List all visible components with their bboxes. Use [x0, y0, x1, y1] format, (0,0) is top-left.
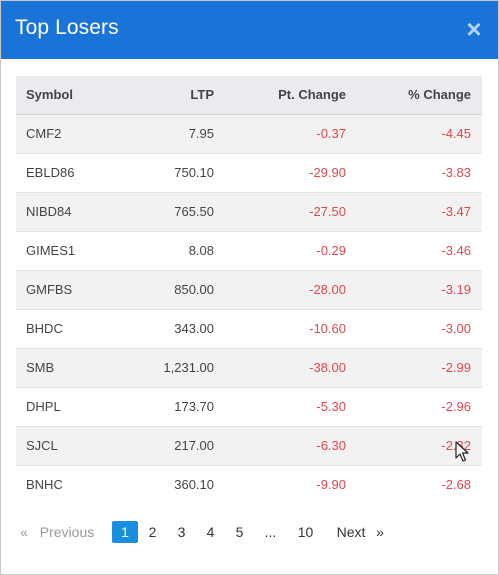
- cell-symbol: GIMES1: [16, 230, 128, 270]
- cell-pt-change: -38.00: [214, 347, 346, 387]
- page-2-button[interactable]: 2: [148, 524, 157, 540]
- cell-ltp: 765.50: [128, 191, 214, 231]
- cell-symbol: EBLD86: [16, 152, 128, 192]
- cell-symbol: DHPL: [16, 386, 128, 426]
- cell-ltp: 7.95: [128, 113, 214, 153]
- table-row[interactable]: BNHC 360.10 -9.90 -2.68: [16, 464, 482, 504]
- previous-page-button: Previous: [39, 524, 95, 540]
- losers-table-container: Symbol LTP Pt. Change % Change CMF2 7.95…: [16, 76, 482, 504]
- cell-ltp: 360.10: [128, 464, 214, 504]
- page-3-button[interactable]: 3: [177, 524, 186, 540]
- table-row[interactable]: NIBD84 765.50 -27.50 -3.47: [16, 191, 482, 231]
- header-symbol[interactable]: Symbol: [16, 76, 128, 115]
- table-row[interactable]: EBLD86 750.10 -29.90 -3.83: [16, 152, 482, 192]
- cell-pt-change: -0.29: [214, 230, 346, 270]
- cell-ltp: 1,231.00: [128, 347, 214, 387]
- header-ltp[interactable]: LTP: [128, 76, 214, 115]
- table-row[interactable]: SMB 1,231.00 -38.00 -2.99: [16, 347, 482, 387]
- cell-pt-change: -27.50: [214, 191, 346, 231]
- cell-pt-change: -5.30: [214, 386, 346, 426]
- cell-ltp: 850.00: [128, 269, 214, 309]
- table-row[interactable]: CMF2 7.95 -0.37 -4.45: [16, 113, 482, 153]
- cell-pt-change: -9.90: [214, 464, 346, 504]
- table-row[interactable]: DHPL 173.70 -5.30 -2.96: [16, 386, 482, 426]
- cell-ltp: 173.70: [128, 386, 214, 426]
- mouse-pointer-icon: [455, 441, 469, 462]
- header-pt-change[interactable]: Pt. Change: [214, 76, 346, 115]
- pagination-ellipsis: ...: [264, 524, 277, 540]
- cell-symbol: SMB: [16, 347, 128, 387]
- cell-pct-change: -2.68: [346, 464, 482, 504]
- next-page-button[interactable]: Next: [336, 524, 366, 540]
- table-row[interactable]: GIMES1 8.08 -0.29 -3.46: [16, 230, 482, 270]
- pagination: « Previous 1 2 3 4 5 ... 10 Next »: [16, 520, 387, 544]
- header-pct-change[interactable]: % Change: [346, 76, 482, 115]
- next-arrow[interactable]: »: [376, 524, 384, 540]
- cell-pct-change: -3.46: [346, 230, 482, 270]
- page-1-button[interactable]: 1: [112, 521, 138, 543]
- losers-table: Symbol LTP Pt. Change % Change CMF2 7.95…: [16, 76, 482, 504]
- page-4-button[interactable]: 4: [206, 524, 215, 540]
- cell-ltp: 750.10: [128, 152, 214, 192]
- cell-pt-change: -6.30: [214, 425, 346, 465]
- cell-pct-change: -2.96: [346, 386, 482, 426]
- modal-header: Top Losers ×: [1, 1, 498, 59]
- table-header-row: Symbol LTP Pt. Change % Change: [16, 76, 482, 115]
- page-10-button[interactable]: 10: [297, 524, 314, 540]
- cell-pct-change: -3.00: [346, 308, 482, 348]
- cell-symbol: NIBD84: [16, 191, 128, 231]
- cell-pt-change: -10.60: [214, 308, 346, 348]
- cell-symbol: CMF2: [16, 113, 128, 153]
- page-5-button[interactable]: 5: [235, 524, 244, 540]
- cell-pct-change: -3.83: [346, 152, 482, 192]
- table-row[interactable]: SJCL 217.00 -6.30 -2.82: [16, 425, 482, 465]
- cell-ltp: 343.00: [128, 308, 214, 348]
- cell-pt-change: -28.00: [214, 269, 346, 309]
- cell-symbol: BHDC: [16, 308, 128, 348]
- cell-pt-change: -0.37: [214, 113, 346, 153]
- cell-pct-change: -3.47: [346, 191, 482, 231]
- cell-ltp: 217.00: [128, 425, 214, 465]
- cell-symbol: SJCL: [16, 425, 128, 465]
- prev-arrow: «: [20, 524, 28, 540]
- close-icon[interactable]: ×: [466, 14, 482, 44]
- cell-symbol: BNHC: [16, 464, 128, 504]
- cell-pct-change: -2.99: [346, 347, 482, 387]
- cell-pct-change: -2.82: [346, 425, 482, 465]
- cell-ltp: 8.08: [128, 230, 214, 270]
- cell-pct-change: -3.19: [346, 269, 482, 309]
- table-row[interactable]: GMFBS 850.00 -28.00 -3.19: [16, 269, 482, 309]
- cell-pct-change: -4.45: [346, 113, 482, 153]
- cell-pt-change: -29.90: [214, 152, 346, 192]
- modal-title: Top Losers: [15, 16, 119, 39]
- table-row[interactable]: BHDC 343.00 -10.60 -3.00: [16, 308, 482, 348]
- cell-symbol: GMFBS: [16, 269, 128, 309]
